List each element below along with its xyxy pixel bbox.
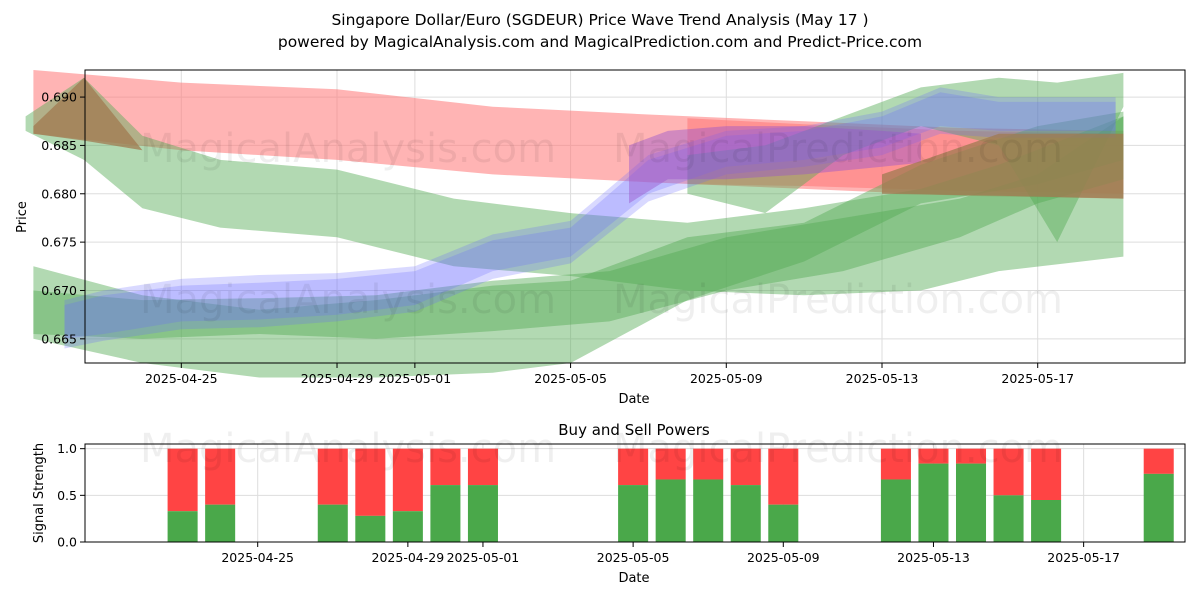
signal-x-tick-label: 2025-04-25 (221, 550, 294, 565)
price-x-label: Date (618, 392, 649, 407)
buy-bar (205, 504, 236, 542)
sell-bar (955, 448, 987, 464)
buy-bar (1143, 473, 1174, 542)
signal-x-tick-label: 2025-05-05 (597, 550, 670, 565)
signal-panel: Buy and Sell Powers MagicalAnalysis.com … (32, 421, 1186, 586)
buy-bar (430, 485, 461, 542)
buy-bar (1031, 500, 1062, 542)
price-band-green-band-1 (25, 77, 1124, 296)
signal-y-tick-label: 1.0 (57, 441, 77, 456)
watermark-analysis-bottom: MagicalAnalysis.com (140, 426, 556, 472)
buy-bar (730, 485, 761, 542)
price-band-purple-band (629, 126, 921, 204)
signal-x-label: Date (618, 571, 649, 586)
sell-bar (1031, 448, 1062, 500)
price-x-tick-label: 2025-04-25 (145, 371, 218, 386)
buy-bar (317, 504, 348, 542)
price-x-tick-label: 2025-05-17 (1001, 371, 1074, 386)
price-x-tick-label: 2025-05-09 (690, 371, 763, 386)
sell-bar (355, 448, 386, 516)
watermark-analysis-top: MagicalAnalysis.com (140, 126, 556, 172)
watermark-prediction-mid: MagicalPrediction.com (613, 277, 1063, 323)
buy-bar (355, 515, 386, 542)
watermark-analysis-mid: MagicalAnalysis.com (140, 277, 556, 323)
signal-title: Buy and Sell Powers (558, 421, 710, 439)
buy-bar (880, 479, 911, 542)
signal-axes-frame (84, 443, 1186, 543)
signal-x-tick-label: 2025-04-29 (372, 550, 445, 565)
signal-x-tick-label: 2025-05-09 (747, 550, 820, 565)
buy-bar (693, 479, 724, 542)
sell-bar (430, 448, 461, 486)
price-x-tick-label: 2025-05-05 (534, 371, 607, 386)
signal-y-label: Signal Strength (32, 443, 47, 543)
buy-bar (768, 504, 799, 542)
buy-bar (618, 485, 649, 542)
sell-bar (730, 448, 761, 486)
sell-bar (618, 448, 649, 486)
price-x-tick-label: 2025-05-01 (379, 371, 452, 386)
chart-subtitle: powered by MagicalAnalysis.com and Magic… (278, 33, 922, 51)
price-x-tick-label: 2025-05-13 (846, 371, 919, 386)
price-y-tick-label: 0.665 (41, 331, 77, 346)
watermark-prediction-bottom: MagicalPrediction.com (613, 426, 1063, 472)
signal-y-tick-label: 0.0 (57, 535, 77, 550)
price-band-green-band-3 (33, 111, 1124, 378)
signal-y-tick-label: 0.5 (57, 488, 77, 503)
sell-bar (167, 448, 198, 512)
buy-bar (655, 479, 686, 542)
price-y-tick-label: 0.690 (41, 90, 77, 105)
sell-bar (317, 448, 348, 505)
price-y-tick-label: 0.675 (41, 235, 77, 250)
sell-bar (205, 448, 236, 505)
sell-bar (392, 448, 423, 512)
price-band-blue-band-1 (64, 92, 1116, 339)
price-bands (25, 70, 1124, 378)
chart-title: Singapore Dollar/Euro (SGDEUR) Price Wav… (331, 11, 868, 29)
buy-bar (955, 463, 987, 542)
signal-y-ticks: 0.0 0.5 1.0 (57, 441, 85, 550)
signal-x-ticks: 2025-04-25 2025-04-29 2025-05-01 2025-05-05… (221, 542, 1120, 565)
price-y-label: Price (15, 201, 30, 233)
signal-x-tick-label: 2025-05-01 (447, 550, 520, 565)
price-y-ticks: 0.665 0.670 0.675 0.680 0.685 0.690 (41, 90, 85, 346)
price-band-brown-band-2 (882, 133, 1124, 199)
price-x-tick-label: 2025-04-29 (301, 371, 374, 386)
price-band-brown-band-1 (33, 77, 143, 151)
price-x-ticks: 2025-04-25 2025-04-29 2025-05-01 2025-05-05… (145, 363, 1074, 386)
buy-bar (467, 485, 498, 542)
price-y-tick-label: 0.670 (41, 283, 77, 298)
signal-x-tick-label: 2025-05-13 (897, 550, 970, 565)
sell-bar (1143, 448, 1174, 474)
buy-bar (167, 511, 198, 542)
sell-bar (880, 448, 911, 480)
signal-x-tick-label: 2025-05-17 (1047, 550, 1120, 565)
price-band-blue-band-2 (64, 87, 1116, 349)
signal-bars (167, 448, 1174, 542)
watermark-prediction-top: MagicalPrediction.com (613, 126, 1063, 172)
sell-bar (467, 448, 498, 486)
sell-bar (918, 448, 949, 464)
sell-bar (993, 448, 1024, 496)
price-y-tick-label: 0.685 (41, 138, 77, 153)
sell-bar (768, 448, 799, 505)
sell-bar (655, 448, 686, 480)
price-axes-frame (84, 69, 1186, 364)
price-y-tick-label: 0.680 (41, 186, 77, 201)
buy-bar (918, 463, 949, 542)
price-band-green-band-4 (687, 72, 1124, 243)
sell-bar (693, 448, 724, 480)
price-panel: MagicalAnalysis.com MagicalPrediction.co… (15, 69, 1186, 407)
buy-bar (993, 495, 1024, 542)
buy-bar (392, 511, 423, 542)
price-band-green-band-2 (33, 116, 1124, 339)
